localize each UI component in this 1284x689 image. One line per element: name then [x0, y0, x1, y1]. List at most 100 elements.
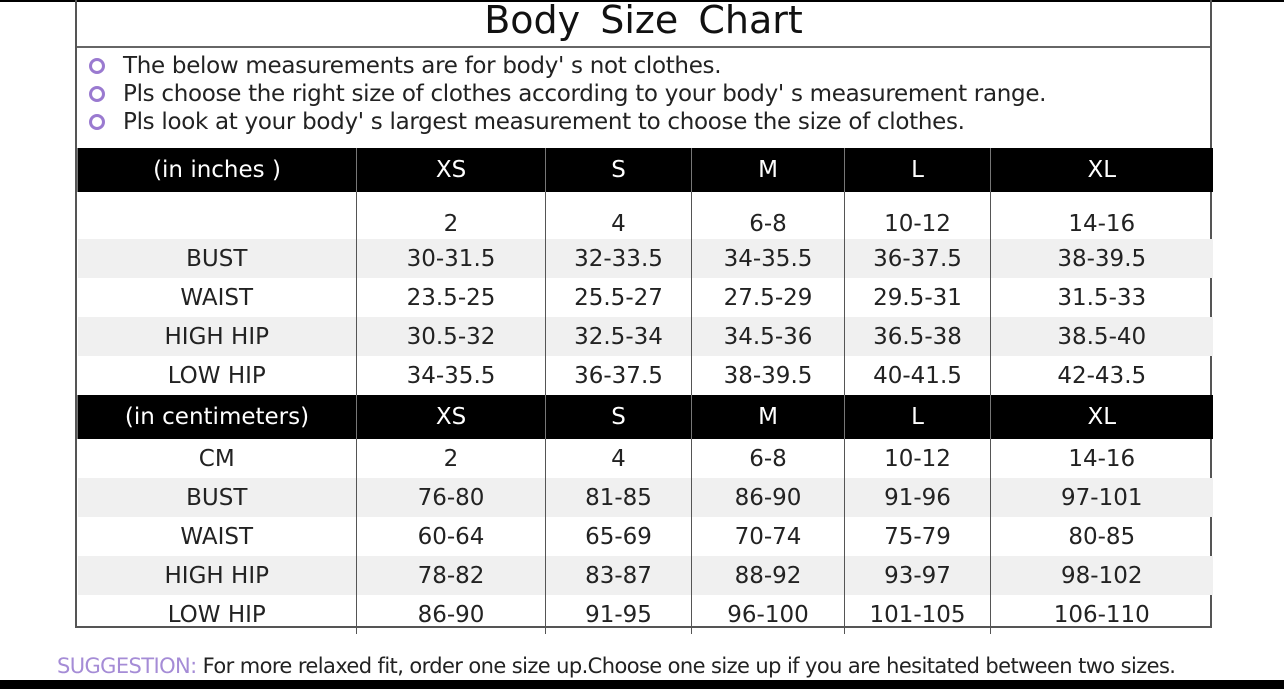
size-table: (in inches ) XS S M L XL 2 4 6-8 10-12 14-16 BUST 30… — [77, 148, 1213, 634]
size-cell: 86-90 — [691, 478, 845, 517]
size-cell: 32.5-34 — [545, 317, 692, 356]
note-text: Pls look at your body' s largest measure… — [123, 109, 965, 135]
row-label-cell: CM — [198, 445, 235, 472]
size-cell: 38-39.5 — [990, 239, 1213, 278]
size-cell: 98-102 — [990, 556, 1213, 595]
size-cell: 2 — [356, 439, 546, 478]
size-cell: M — [691, 395, 845, 439]
size-cell: 81-85 — [545, 478, 692, 517]
table-row: WAIST 60-64 65-69 70-74 75-79 80-85 — [78, 517, 1213, 556]
row-label-cell: BUST — [77, 239, 357, 278]
size-cell: 91-96 — [844, 478, 991, 517]
size-cell: 30-31.5 — [356, 239, 546, 278]
header-row: (in inches ) XS S M L XL — [77, 148, 1213, 192]
size-cell: 96-100 — [691, 595, 845, 634]
size-cell: XS — [356, 148, 546, 192]
size-cell: 14-16 — [990, 192, 1213, 239]
size-cell: 4 — [545, 439, 692, 478]
note-item: Pls look at your body' s largest measure… — [89, 108, 1046, 136]
size-cell: 6-8 — [691, 192, 845, 239]
row-label-cell — [78, 192, 357, 239]
size-cell: 34.5-36 — [691, 317, 845, 356]
note-item: The below measurements are for body' s n… — [89, 52, 1046, 80]
note-text: The below measurements are for body' s n… — [123, 53, 722, 79]
size-cell: XL — [990, 395, 1213, 439]
row-label-cell: WAIST — [180, 523, 254, 550]
top-edge-bar — [0, 0, 1284, 2]
table-row: BUST 30-31.5 32-33.5 34-35.5 36-37.5 38-39.5 — [77, 239, 1213, 278]
size-cell: XL — [990, 148, 1213, 192]
size-cell: 93-97 — [844, 556, 991, 595]
suggestion-label: SUGGESTION: — [57, 654, 197, 678]
size-cell: 31.5-33 — [990, 278, 1213, 317]
size-cell: 40-41.5 — [844, 356, 991, 395]
circle-bullet-icon — [89, 114, 105, 130]
size-cell: 34-35.5 — [691, 239, 845, 278]
row-label-cell: HIGH HIP — [77, 317, 357, 356]
size-cell: 30.5-32 — [356, 317, 546, 356]
row-label-cell: LOW HIP — [167, 362, 266, 389]
size-cell: 78-82 — [356, 556, 546, 595]
size-cell: S — [545, 395, 692, 439]
size-cell: 88-92 — [691, 556, 845, 595]
size-cell: L — [844, 148, 991, 192]
row-label-cell: HIGH HIP — [77, 556, 357, 595]
size-cell: XS — [356, 395, 546, 439]
header-row: (in centimeters) XS S M L XL — [77, 395, 1213, 439]
size-cell: 36.5-38 — [844, 317, 991, 356]
circle-bullet-icon — [89, 86, 105, 102]
size-cell: 106-110 — [990, 595, 1213, 634]
table-row: BUST 76-80 81-85 86-90 91-96 97-101 — [77, 478, 1213, 517]
notes-list: The below measurements are for body' s n… — [89, 52, 1047, 136]
note-text: Pls choose the right size of clothes acc… — [123, 81, 1047, 107]
suggestion-text: For more relaxed fit, order one size up.… — [196, 654, 1176, 678]
size-cell: L — [844, 395, 991, 439]
size-cell: 70-74 — [691, 517, 845, 556]
table-row: LOW HIP 86-90 91-95 96-100 101-105 106-110 — [78, 595, 1213, 634]
size-cell: 97-101 — [990, 478, 1213, 517]
row-label-cell: (in inches ) — [77, 148, 357, 192]
note-item: Pls choose the right size of clothes acc… — [89, 80, 1047, 108]
size-cell: 42-43.5 — [990, 356, 1213, 395]
size-cell: 29.5-31 — [844, 278, 991, 317]
table-row: LOW HIP 34-35.5 36-37.5 38-39.5 40-41.5 42-43… — [78, 356, 1213, 395]
row-label-cell: WAIST — [180, 284, 254, 311]
size-cell: 80-85 — [990, 517, 1213, 556]
size-cell: 36-37.5 — [844, 239, 991, 278]
size-cell: 91-95 — [545, 595, 692, 634]
table-row: HIGH HIP 30.5-32 32.5-34 34.5-36 36.5-38 38.5… — [77, 317, 1213, 356]
size-cell: 6-8 — [691, 439, 845, 478]
size-cell: 14-16 — [990, 439, 1213, 478]
size-cell: 36-37.5 — [545, 356, 692, 395]
table-row: 2 4 6-8 10-12 14-16 — [78, 192, 1213, 239]
size-cell: 75-79 — [844, 517, 991, 556]
size-cell: 86-90 — [356, 595, 546, 634]
size-cell: 27.5-29 — [691, 278, 845, 317]
size-cell: 25.5-27 — [545, 278, 692, 317]
circle-bullet-icon — [89, 58, 105, 74]
size-cell: 65-69 — [545, 517, 692, 556]
size-chart: Body Size Chart The below measurements a… — [75, 0, 1213, 634]
size-cell: 23.5-25 — [356, 278, 546, 317]
size-cell: 32-33.5 — [545, 239, 692, 278]
table-row: HIGH HIP 78-82 83-87 88-92 93-97 98-102 — [77, 556, 1213, 595]
size-cell: S — [545, 148, 692, 192]
size-cell: 10-12 — [844, 439, 991, 478]
size-cell: 38-39.5 — [691, 356, 845, 395]
size-cell: M — [691, 148, 845, 192]
size-cell: 76-80 — [356, 478, 546, 517]
size-cell: 2 — [356, 192, 546, 239]
size-cell: 83-87 — [545, 556, 692, 595]
suggestion: SUGGESTION: For more relaxed fit, order … — [57, 654, 1176, 678]
size-cell: 101-105 — [844, 595, 991, 634]
size-cell: 38.5-40 — [990, 317, 1213, 356]
size-cell: 60-64 — [356, 517, 546, 556]
size-cell: 10-12 — [844, 192, 991, 239]
table-row: WAIST 23.5-25 25.5-27 27.5-29 29.5-31 31.5-33 — [78, 278, 1213, 317]
size-cell: 4 — [545, 192, 692, 239]
row-label-cell: BUST — [77, 478, 357, 517]
table-row: CM 2 4 6-8 10-12 14-16 — [78, 439, 1213, 478]
size-cell: 34-35.5 — [356, 356, 546, 395]
chart-title: Body Size Chart — [77, 0, 1210, 48]
bottom-edge-bar — [0, 680, 1284, 689]
